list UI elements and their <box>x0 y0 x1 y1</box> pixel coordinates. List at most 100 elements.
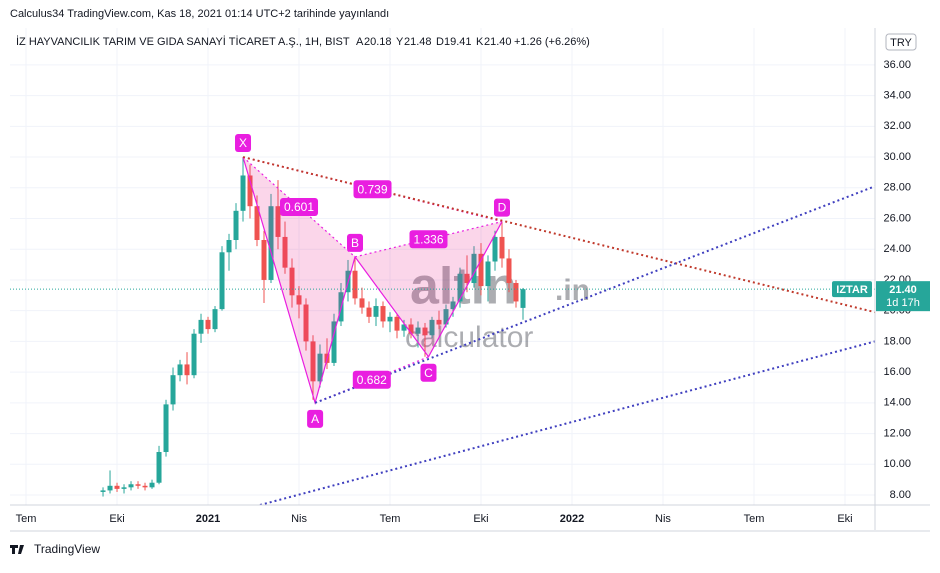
candle-body <box>282 236 288 268</box>
candle-body <box>422 327 428 336</box>
y-tick-label: 26.00 <box>883 212 911 224</box>
candle-body <box>107 485 113 491</box>
candle-body <box>128 484 134 488</box>
point-box <box>235 134 252 153</box>
candle-body <box>121 487 127 489</box>
candle-body <box>373 306 379 317</box>
candle-body <box>471 253 477 284</box>
header: Calculus34 TradingView.com, Kas 18, 2021… <box>10 8 389 20</box>
point-box <box>493 198 510 217</box>
currency-box <box>885 33 917 51</box>
candle-body <box>317 353 323 382</box>
point-label: C <box>424 366 433 380</box>
y-tick-label: 32.00 <box>883 120 911 132</box>
x-tick-label: Eki <box>473 513 488 525</box>
candle-body <box>394 316 400 331</box>
candle-body <box>415 327 421 334</box>
change: +1.26 (+6.26%) <box>514 36 590 48</box>
y-tick-label: 16.00 <box>883 366 911 378</box>
candle-body <box>352 270 358 299</box>
y-tick-label: 14.00 <box>883 397 911 409</box>
x-tick-label: Nis <box>655 513 671 525</box>
candle-body <box>170 375 176 405</box>
footer: TradingView <box>34 542 100 556</box>
candle-body <box>247 175 253 207</box>
y-tick-label: 36.00 <box>883 59 911 71</box>
candle-body <box>233 210 239 241</box>
watermark: .in <box>555 274 590 307</box>
candle-body <box>268 206 274 280</box>
candle-body <box>485 261 491 287</box>
trend-line <box>314 185 875 404</box>
candle-body <box>492 236 498 262</box>
candle-body <box>100 490 106 492</box>
candle-body <box>366 307 372 317</box>
ratio-label: 0.682 <box>357 373 387 387</box>
candle-body <box>387 316 393 322</box>
ohlc-prefix: A <box>356 36 364 48</box>
ratio-box <box>280 197 319 216</box>
x-tick-label: Tem <box>380 513 401 525</box>
y-tick-label: 28.00 <box>883 182 911 194</box>
candle-body <box>331 321 337 363</box>
candle-body <box>212 309 218 330</box>
ohlc-value: 21.40 <box>484 36 512 48</box>
point-box <box>307 409 324 428</box>
candle-body <box>478 253 484 287</box>
candle-body <box>156 452 162 483</box>
x-tick-label: Nis <box>291 513 307 525</box>
pattern-fill <box>243 157 356 403</box>
candle-body <box>226 240 232 253</box>
ohlc-prefix: K <box>476 36 484 48</box>
candle-body <box>499 236 505 259</box>
point-box <box>420 363 437 382</box>
candle-body <box>205 319 211 330</box>
ohlc-prefix: Y <box>396 36 404 48</box>
candle-body <box>520 289 526 308</box>
x-tick-label: Eki <box>837 513 852 525</box>
candle-body <box>163 404 169 453</box>
ohlc-value: 20.18 <box>364 36 392 48</box>
candle-body <box>401 324 407 331</box>
candle-body <box>191 333 197 376</box>
x-tick-label: Eki <box>109 513 124 525</box>
pattern-fill <box>355 221 502 357</box>
candle-body <box>380 306 386 322</box>
candle-body <box>457 273 463 302</box>
candle-body <box>506 258 512 284</box>
price-box <box>876 281 930 312</box>
y-tick-label: 30.00 <box>883 151 911 163</box>
ratio-label: 1.336 <box>413 232 443 246</box>
point-label: B <box>351 236 359 250</box>
ohlc-value: 21.48 <box>404 36 432 48</box>
ticker: IZTAR <box>836 284 868 296</box>
candle-body <box>275 206 281 237</box>
candle-body <box>513 283 519 302</box>
candle-body <box>198 319 204 334</box>
candle-body <box>303 304 309 342</box>
candle-body <box>184 364 190 376</box>
candle-body <box>254 206 260 241</box>
point-box <box>347 233 364 252</box>
trend-line <box>259 340 875 505</box>
currency: TRY <box>890 37 912 49</box>
watermark: altın <box>410 258 517 316</box>
candle-body <box>450 301 456 310</box>
candle-body <box>142 485 148 488</box>
ohlc-prefix: D <box>436 36 444 48</box>
symbol: İZ HAYVANCILIK TARIM VE GIDA SANAYİ TİCA… <box>16 35 350 48</box>
ratio-box <box>353 180 392 199</box>
candle-body <box>436 319 442 325</box>
candle-body <box>289 267 295 296</box>
candle-body <box>443 309 449 325</box>
x-tick-label: 2021 <box>196 513 220 525</box>
ratio-label: 0.601 <box>284 200 314 214</box>
y-tick-label: 18.00 <box>883 335 911 347</box>
point-label: A <box>311 412 319 426</box>
point-label: D <box>498 201 507 215</box>
candle-body <box>114 485 120 489</box>
x-tick-label: Tem <box>744 513 765 525</box>
ratio-label: 0.739 <box>357 182 387 196</box>
candle-body <box>219 252 225 310</box>
